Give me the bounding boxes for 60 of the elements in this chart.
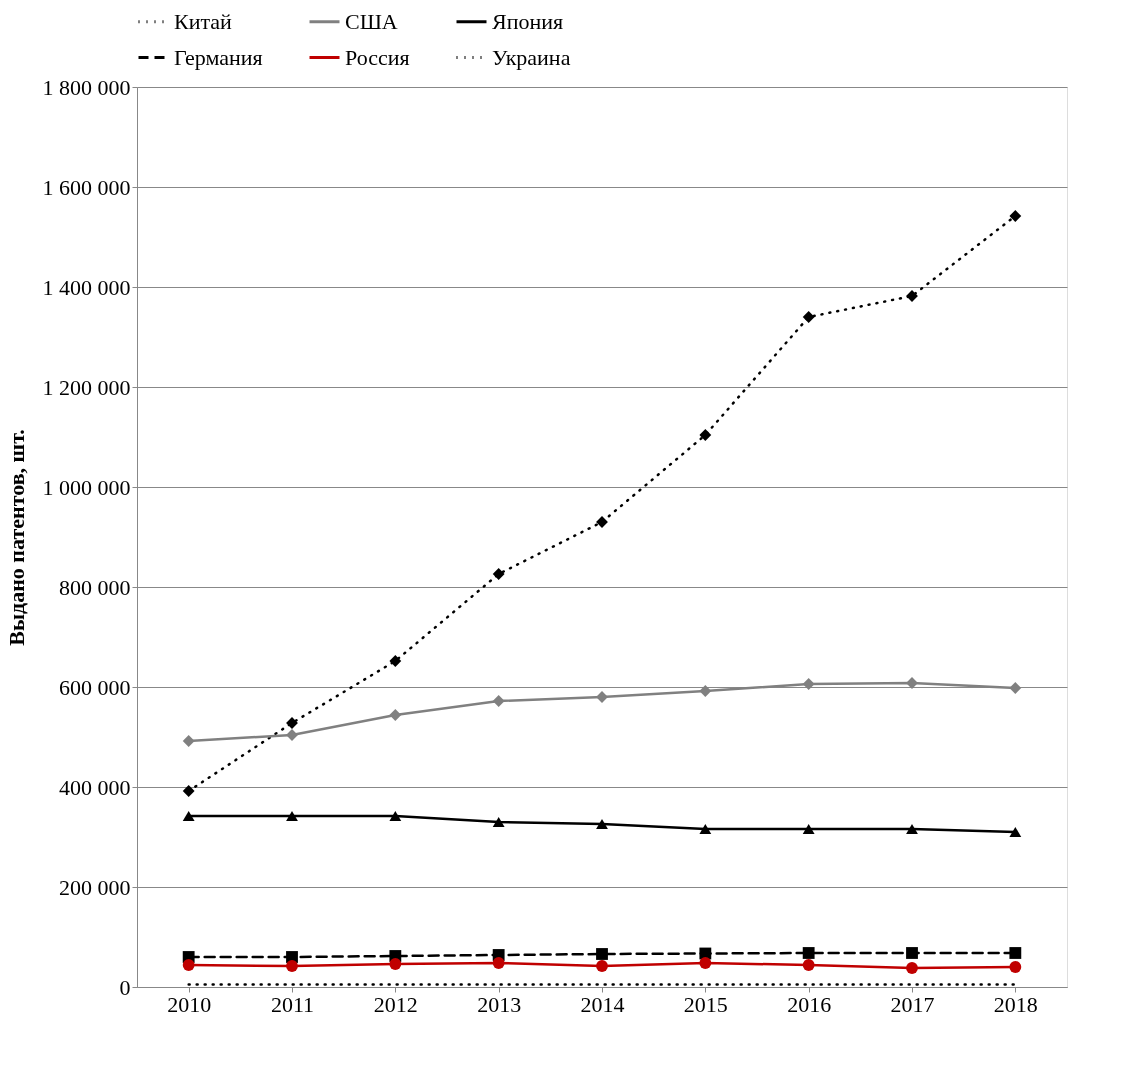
point [286,810,298,822]
point [699,823,712,835]
point [389,709,402,721]
point [1009,947,1022,959]
point [699,685,712,697]
point [699,429,712,441]
y-tick-label: 1 000 000 [42,474,131,500]
y-axis-title: Выдано патентов, шт. [3,429,29,646]
point [906,947,918,959]
legend-label: Украина [492,44,571,70]
y-tick-label: 1 200 000 [42,374,131,400]
x-tick-label: 2012 [373,991,418,1017]
y-tick-label: 800 000 [59,574,131,600]
x-tick-label: 2014 [580,991,625,1017]
point [1009,682,1022,694]
point [596,818,608,830]
point [389,958,402,970]
y-tick-label: 0 [119,974,131,1000]
x-tick-label: 2018 [993,991,1038,1017]
point [492,695,505,707]
point [492,568,505,580]
point [1009,961,1022,973]
point [596,960,608,972]
point [182,959,195,971]
point [1009,210,1022,222]
point [182,735,195,747]
x-tick-label: 2010 [167,991,212,1017]
point [802,678,815,690]
legend-label: Германия [174,44,263,70]
point [802,959,815,971]
x-tick-label: 2015 [683,991,728,1017]
point [699,957,712,969]
point [492,816,505,828]
point [906,823,918,835]
point [389,655,402,667]
x-tick-label: 2016 [787,991,832,1017]
point [802,823,815,835]
x-tick-label: 2017 [890,991,935,1017]
y-tick-label: 1 600 000 [42,174,131,200]
y-tick-label: 1 800 000 [42,74,131,100]
x-tick-label: 2011 [270,991,315,1017]
y-tick-label: 600 000 [59,674,131,700]
point [596,948,608,960]
point [182,810,195,822]
legend-label: Россия [345,44,410,70]
legend-label: США [345,8,398,34]
y-tick-label: 200 000 [59,874,131,900]
legend-label: Китай [174,8,233,34]
point [1009,826,1022,838]
point [492,957,505,969]
y-tick-label: 400 000 [59,774,131,800]
point [906,962,918,974]
y-tick-label: 1 400 000 [42,274,131,300]
point [182,785,195,797]
x-tick-label: 2013 [477,991,522,1017]
point [802,311,815,323]
legend-label: Япония [492,8,564,34]
point [389,810,402,822]
point [286,960,298,972]
point [802,947,815,959]
